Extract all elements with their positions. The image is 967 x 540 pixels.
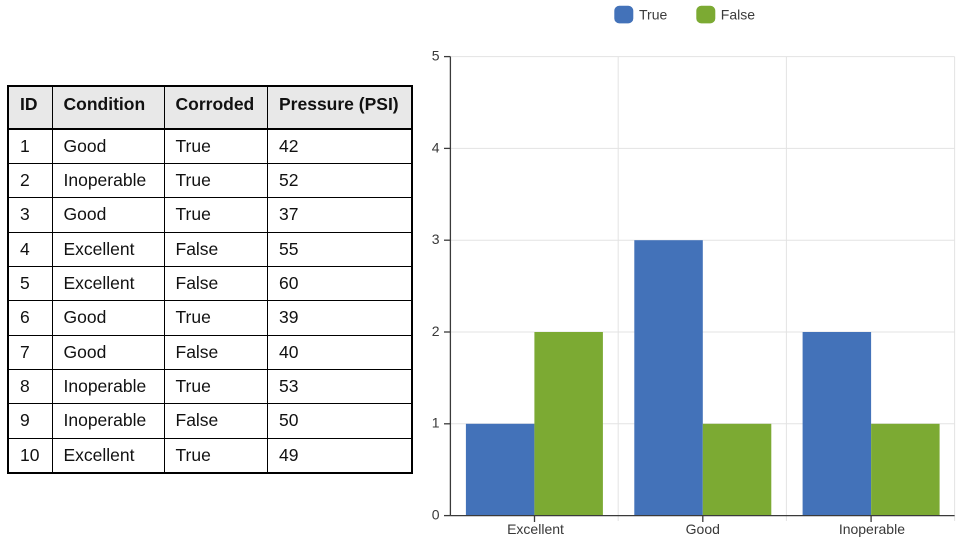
svg-text:4: 4: [432, 139, 440, 155]
svg-text:3: 3: [432, 231, 440, 247]
svg-text:1: 1: [432, 415, 440, 431]
svg-text:Excellent: Excellent: [507, 521, 564, 537]
svg-text:Inoperable: Inoperable: [839, 521, 905, 537]
svg-text:5: 5: [432, 48, 440, 64]
svg-text:True: True: [639, 7, 667, 23]
svg-text:False: False: [721, 7, 755, 23]
svg-text:2: 2: [432, 323, 440, 339]
svg-text:Good: Good: [686, 521, 720, 537]
svg-text:0: 0: [432, 507, 440, 523]
